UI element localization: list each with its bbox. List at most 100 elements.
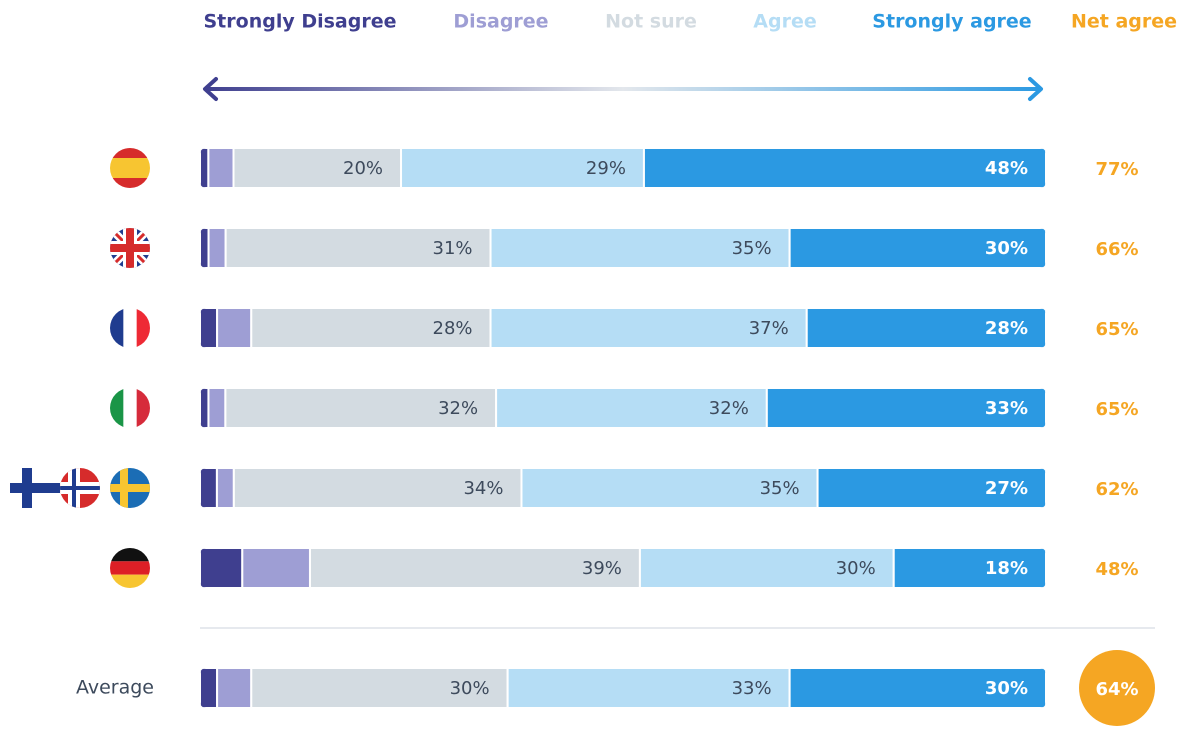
- value-label: 33%: [985, 398, 1028, 419]
- flag-finland: [10, 468, 60, 508]
- value-label: 32%: [438, 398, 478, 419]
- scale-arrow: [203, 77, 1043, 101]
- value-label: 37%: [749, 318, 789, 339]
- bar-segment: [805, 308, 1046, 348]
- net-agree-badge: [1079, 650, 1155, 726]
- flag: [110, 468, 150, 508]
- legend-entry: Disagree: [453, 11, 548, 33]
- value-label: 30%: [836, 558, 876, 579]
- value-label: 30%: [985, 678, 1028, 699]
- flag-part: [120, 468, 128, 508]
- value-label: 29%: [586, 158, 626, 179]
- bar-segment: [520, 468, 819, 508]
- flag-part: [110, 158, 150, 178]
- bar-segment: [200, 388, 210, 428]
- bar-segment: [200, 668, 219, 708]
- flag-part: [110, 178, 150, 188]
- bar-segment: [200, 308, 219, 348]
- bar-segment: [788, 228, 1046, 268]
- bar-segment: [215, 468, 235, 508]
- bar-segment: [788, 668, 1046, 708]
- flag: [110, 308, 150, 348]
- bar-row: [200, 668, 1046, 708]
- legend-entry: Agree: [753, 11, 816, 33]
- net-agree-label: 65%: [1095, 319, 1138, 340]
- bar-segment: [207, 148, 235, 188]
- bar-row: [200, 148, 1046, 188]
- bar-segment: [200, 148, 210, 188]
- value-label: 28%: [433, 318, 473, 339]
- value-label: 20%: [343, 158, 383, 179]
- value-label: 27%: [985, 478, 1028, 499]
- value-label: 39%: [582, 558, 622, 579]
- flag: [110, 548, 150, 588]
- bar-segment: [489, 228, 791, 268]
- bar-row: [200, 228, 1046, 268]
- legend-entry: Strongly agree: [872, 11, 1031, 33]
- value-label: 28%: [985, 318, 1028, 339]
- flag-part: [110, 561, 150, 575]
- bar-segment: [250, 308, 492, 348]
- net-agree-header: Net agree: [1071, 11, 1177, 33]
- bar-segment: [765, 388, 1046, 428]
- net-agree-label: 48%: [1095, 559, 1138, 580]
- bar-segment: [216, 668, 253, 708]
- bar-segment: [241, 548, 311, 588]
- bar-row: [200, 468, 1046, 508]
- bar-segment: [816, 468, 1046, 508]
- value-label: 33%: [732, 678, 772, 699]
- bar-row: [200, 308, 1046, 348]
- flag-part: [110, 388, 124, 428]
- bar-segment: [207, 388, 227, 428]
- net-agree-label: 65%: [1095, 399, 1138, 420]
- flag: [110, 388, 150, 428]
- legend-entry: Not sure: [605, 11, 697, 33]
- bar-segment: [250, 668, 509, 708]
- bar-segment: [200, 548, 244, 588]
- value-label: 31%: [433, 238, 473, 259]
- category-label: Average: [76, 677, 154, 699]
- flag-part: [110, 308, 124, 348]
- flag: [60, 468, 100, 508]
- legend-entry: Strongly Disagree: [204, 11, 397, 33]
- flag-part: [110, 548, 150, 562]
- bar-segment: [224, 228, 492, 268]
- value-label: 18%: [985, 558, 1028, 579]
- bar-segment: [224, 388, 498, 428]
- flag-part: [110, 484, 150, 492]
- bar-row: [200, 548, 1046, 588]
- flag-part: [123, 388, 138, 428]
- flag-part: [72, 468, 76, 508]
- flag-part: [136, 308, 150, 348]
- value-label: 30%: [450, 678, 490, 699]
- flag-part: [136, 388, 150, 428]
- net-agree-label: 77%: [1095, 159, 1138, 180]
- flag-part: [123, 308, 138, 348]
- flag-part: [60, 486, 100, 490]
- bar-segment: [200, 228, 210, 268]
- value-label: 35%: [760, 478, 800, 499]
- bar-segment: [489, 308, 808, 348]
- bar-segment: [216, 308, 253, 348]
- flag-part: [110, 574, 150, 588]
- net-agree-label: 66%: [1095, 239, 1138, 260]
- bar-segment: [638, 548, 895, 588]
- bar-segment: [892, 548, 1046, 588]
- flag: [110, 228, 150, 268]
- flag: [110, 148, 150, 188]
- value-label: 35%: [732, 238, 772, 259]
- bar-segment: [200, 468, 218, 508]
- value-label: 48%: [985, 158, 1028, 179]
- net-agree-label: 64%: [1095, 679, 1138, 700]
- value-label: 34%: [463, 478, 503, 499]
- value-label: 30%: [985, 238, 1028, 259]
- bar-segment: [207, 228, 227, 268]
- bar-segment: [642, 148, 1046, 188]
- value-label: 32%: [709, 398, 749, 419]
- flag-part: [110, 148, 150, 158]
- bar-segment: [232, 148, 403, 188]
- net-agree-label: 62%: [1095, 479, 1138, 500]
- bar-row: [200, 388, 1046, 428]
- flag-part: [126, 228, 134, 268]
